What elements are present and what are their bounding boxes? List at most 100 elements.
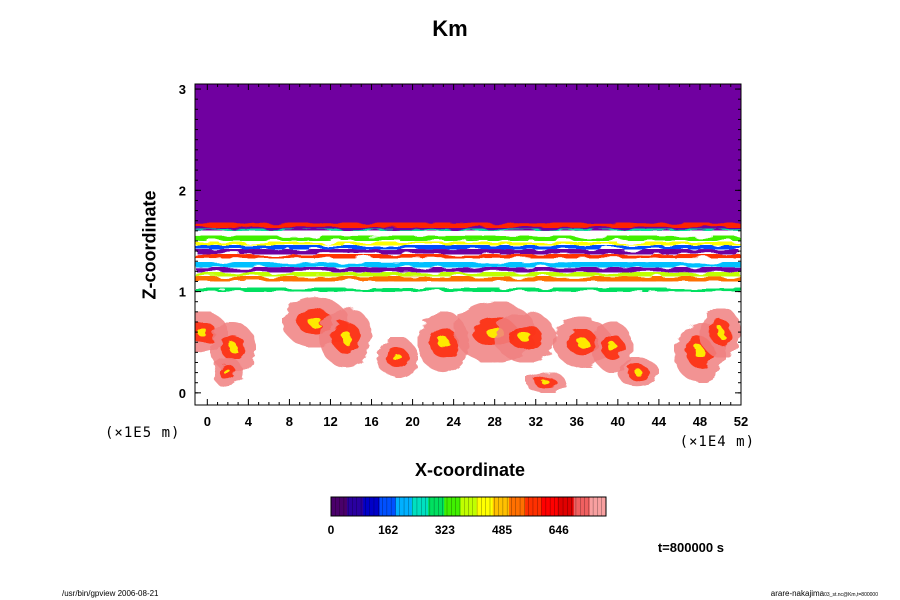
plot-frame: [194, 83, 742, 406]
colorbar-segment: [379, 497, 397, 516]
km-cell: [525, 372, 567, 393]
km-cell: [617, 357, 659, 388]
km-stripe: [195, 287, 741, 292]
km-stripe: [195, 262, 741, 268]
colorbar-tick-label: 323: [435, 523, 455, 537]
km-stripe: [195, 254, 741, 259]
km-stripe: [195, 267, 741, 273]
colorbar-segment: [589, 497, 607, 516]
km-stripe: [195, 241, 741, 246]
x-tick-label: 32: [529, 414, 543, 429]
footer-command: /usr/bin/gpview 2006-08-21: [62, 589, 159, 598]
km-stripe-band: [195, 276, 741, 282]
km-stripe-band: [195, 262, 741, 268]
km-stripe: [195, 258, 741, 263]
km-cell: [376, 337, 418, 378]
colorbar-segment: [557, 497, 575, 516]
km-convective-cells: [195, 296, 741, 393]
chart-title: Km: [432, 16, 468, 41]
colorbar-segment: [331, 497, 348, 516]
km-cell-core: [694, 346, 706, 359]
colorbar-segment: [573, 497, 591, 516]
x-axis-label: X-coordinate: [414, 460, 525, 480]
km-stripe-band: [195, 258, 741, 263]
y-tick-label: 2: [179, 183, 186, 198]
km-stripe-band: [195, 287, 741, 292]
km-stripe: [195, 245, 741, 250]
colorbar-segment: [492, 497, 510, 516]
km-stripe: [195, 249, 741, 255]
km-cell-core: [541, 380, 551, 385]
x-tick-label: 4: [245, 414, 253, 429]
footer-file-info: 03_st.nc@Km,t=800000: [824, 592, 878, 598]
x-tick-label: 44: [652, 414, 667, 429]
colorbar-segment: [525, 497, 542, 516]
colorbar-segment: [347, 497, 364, 516]
colorbar-tick-label: 485: [492, 523, 512, 537]
km-cell-core: [224, 369, 231, 376]
colorbar-segment: [411, 497, 429, 516]
km-stripe: [195, 228, 741, 231]
km-stripe: [195, 281, 741, 287]
colorbar-frame: [330, 496, 607, 517]
km-cell: [212, 357, 244, 388]
colorbar: 0 162 323 485 646: [328, 496, 607, 537]
x-scale-note: (×1E4 m): [679, 434, 755, 450]
x-tick-label: 48: [693, 414, 707, 429]
km-cell: [592, 321, 634, 373]
km-stripe: [195, 276, 741, 282]
km-stripe-band: [195, 245, 741, 250]
km-stripe-band: [195, 241, 741, 246]
km-stripe-band: [195, 228, 741, 231]
colorbar-tick-label: 0: [328, 523, 335, 537]
y-tick-label: 3: [179, 82, 186, 97]
km-cell-core: [438, 336, 449, 349]
z-scale-note: (×1E5 m): [105, 425, 181, 441]
km-stripe-band: [195, 272, 741, 277]
km-stripe: [195, 222, 741, 228]
colorbar-segment: [508, 497, 526, 516]
km-cell: [699, 306, 741, 358]
km-stripe-band: [195, 267, 741, 273]
colorbar-segment: [460, 497, 478, 516]
km-cell-core: [228, 342, 238, 353]
footer-author-name: arare-nakajima: [770, 589, 825, 598]
colorbar-segment: [363, 497, 381, 516]
footer-author: arare-nakajima03_st.nc@Km,t=800000: [771, 589, 878, 598]
x-tick-label: 40: [611, 414, 625, 429]
y-tick-label: 1: [179, 285, 186, 300]
colorbar-segment: [476, 497, 494, 516]
x-tick-label: 8: [286, 414, 293, 429]
x-tick-label: 36: [570, 414, 584, 429]
km-cell-core: [197, 328, 208, 337]
km-cell-core: [308, 316, 322, 328]
time-label: t=800000 s: [657, 540, 724, 555]
km-cell: [494, 311, 557, 363]
y-axis: 0 1 2 3: [179, 82, 741, 401]
colorbar-segment: [428, 497, 445, 516]
colorbar-segment: [541, 497, 558, 516]
km-stripe-band: [195, 230, 741, 236]
colorbar-tick-label: 646: [549, 523, 569, 537]
km-cell: [319, 306, 373, 368]
km-stripe-band: [195, 235, 741, 241]
x-tick-label: 12: [323, 414, 337, 429]
km-cell-core: [608, 342, 617, 353]
km-turbulent-stripes: [195, 222, 741, 292]
km-cell-core: [519, 332, 532, 343]
km-cell-core: [576, 337, 588, 348]
km-stripe: [195, 235, 741, 241]
km-cell-core: [393, 353, 402, 362]
km-cell-core: [340, 331, 352, 344]
colorbar-tick-label: 162: [378, 523, 398, 537]
x-tick-label: 52: [734, 414, 748, 429]
x-tick-label: 0: [204, 414, 211, 429]
x-tick-label: 24: [446, 414, 461, 429]
y-axis-label: Z-coordinate: [139, 190, 160, 300]
km-stripe-band: [195, 249, 741, 255]
x-axis: 0 4 8 12 16 20 24 28 32 36 40 44 48 52: [204, 84, 748, 429]
colorbar-segment: [444, 497, 461, 516]
km-stripe: [195, 230, 741, 236]
